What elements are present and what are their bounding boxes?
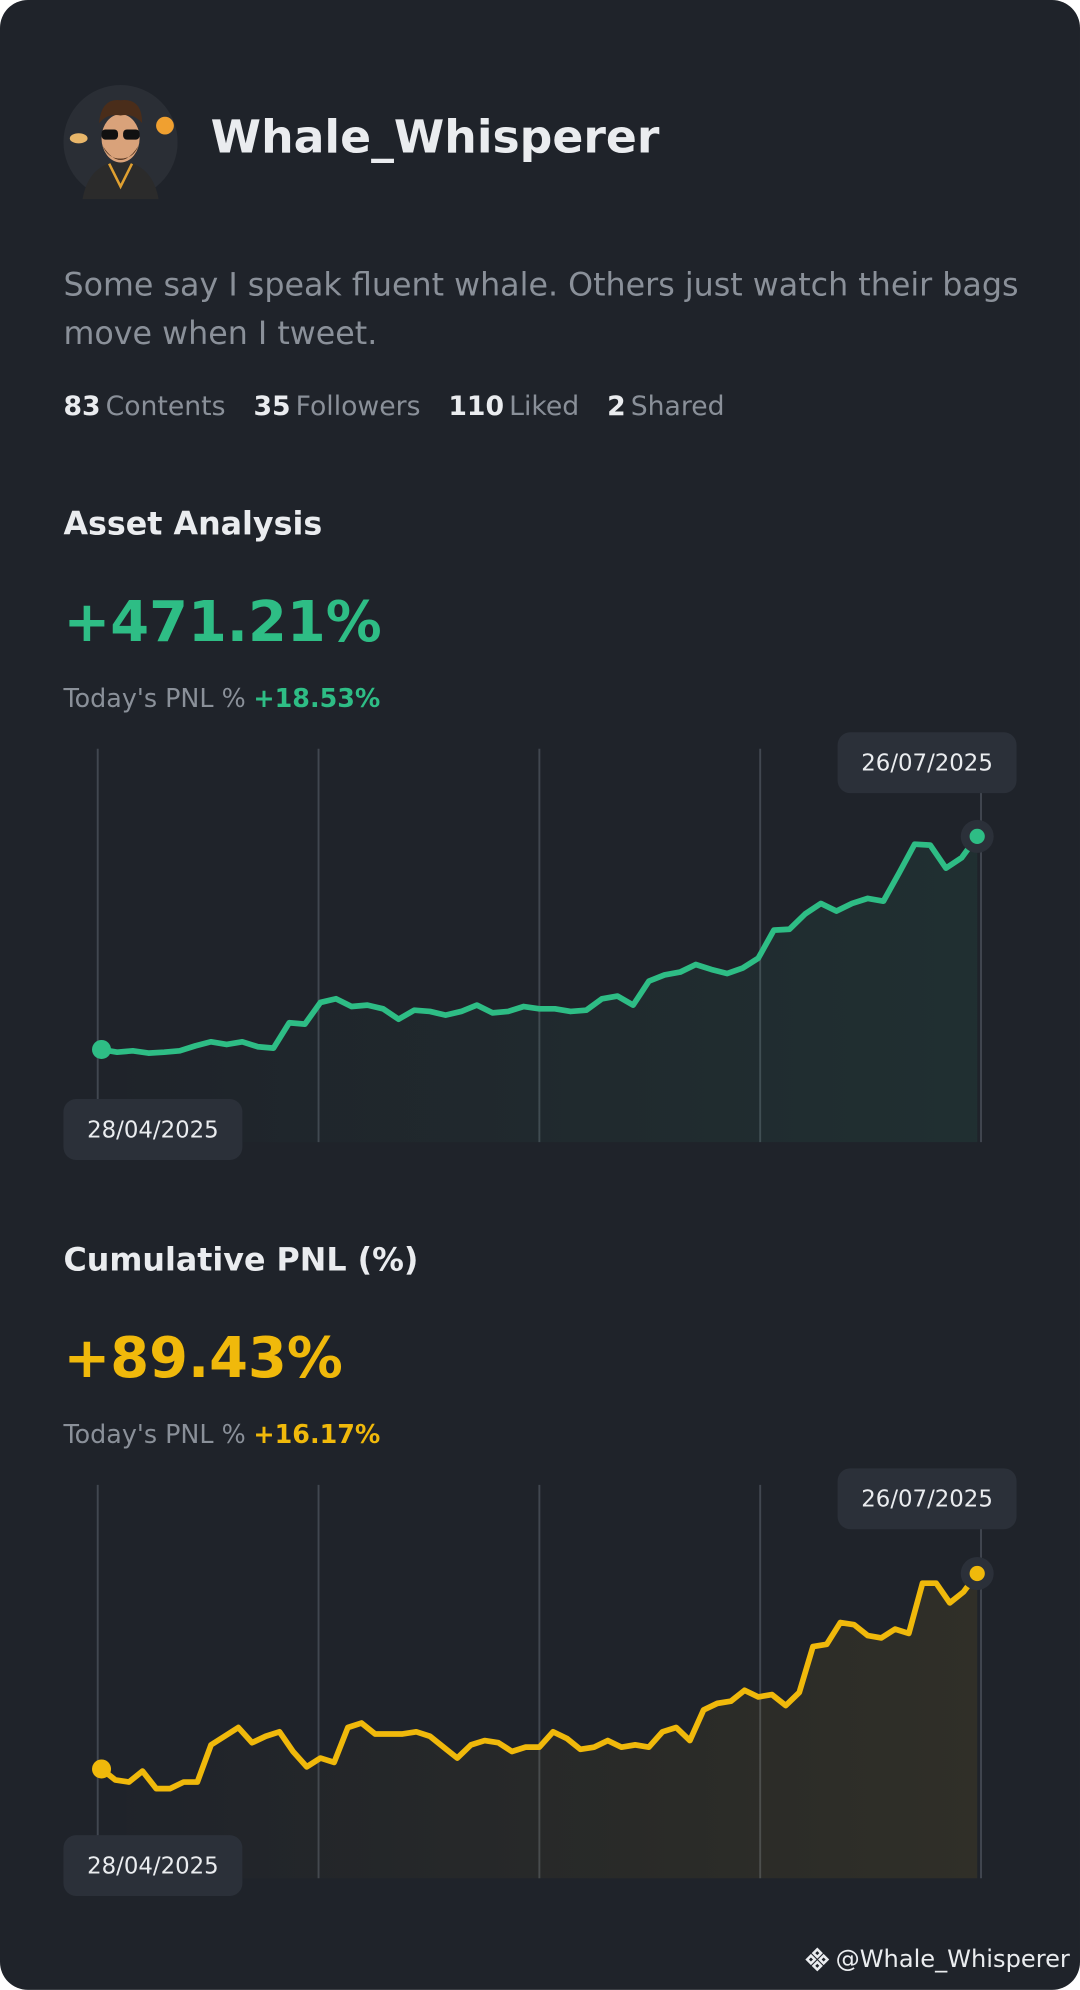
- stat-value: 83: [63, 390, 101, 422]
- stat-label: Liked: [509, 390, 580, 422]
- username: Whale_Whisperer: [210, 111, 660, 164]
- headline-value: +89.43%: [63, 1326, 343, 1391]
- area: [101, 1573, 978, 1879]
- headline-value: +471.21%: [63, 590, 382, 655]
- stat: 110 Liked: [448, 391, 579, 421]
- date-label: 28/04/2025: [87, 1853, 219, 1879]
- date-label: 28/04/2025: [87, 1117, 219, 1143]
- avatar: [63, 85, 178, 200]
- today-pnl: Today's PNL % +16.17%: [63, 1419, 380, 1449]
- stat-value: 2: [607, 390, 626, 422]
- line: [98, 833, 981, 1056]
- line: [98, 1570, 981, 1792]
- date-badge: [63, 1835, 243, 1897]
- stat-value: 35: [253, 390, 291, 422]
- start-point: [92, 1039, 112, 1059]
- logo-icon: [805, 1947, 830, 1972]
- stats: 83 Contents 35 Followers 110 Liked 2 Shared: [63, 391, 752, 421]
- start-point: [92, 1759, 112, 1779]
- date-badge: [63, 1099, 243, 1160]
- today-value: +16.17%: [253, 1418, 381, 1450]
- area: [101, 836, 978, 1143]
- today-pnl: Today's PNL % +18.53%: [63, 683, 380, 713]
- date-label: 26/07/2025: [861, 1487, 993, 1513]
- date-badge: [837, 1468, 1017, 1530]
- stat-label: Shared: [630, 390, 725, 422]
- end-point: [969, 828, 985, 845]
- date-badge: [837, 732, 1017, 794]
- stat: 83 Contents: [63, 391, 225, 421]
- today-label: Today's PNL %: [63, 682, 246, 714]
- bio: Some say I speak fluent whale. Others ju…: [63, 266, 1019, 352]
- footer: @Whale_Whisperer: [805, 1945, 1070, 1974]
- date-label: 26/07/2025: [861, 750, 993, 776]
- section-title: Asset Analysis: [63, 505, 323, 542]
- stat-value: 110: [448, 390, 505, 422]
- stat-label: Contents: [105, 390, 226, 422]
- today-value: +18.53%: [253, 682, 381, 714]
- section-title: Cumulative PNL (%): [63, 1241, 419, 1278]
- stat-label: Followers: [295, 390, 421, 422]
- stat: 2 Shared: [607, 391, 724, 421]
- stat: 35 Followers: [253, 391, 420, 421]
- end-point: [969, 1565, 985, 1582]
- footer-handle: @Whale_Whisperer: [835, 1945, 1070, 1974]
- today-label: Today's PNL %: [63, 1418, 246, 1450]
